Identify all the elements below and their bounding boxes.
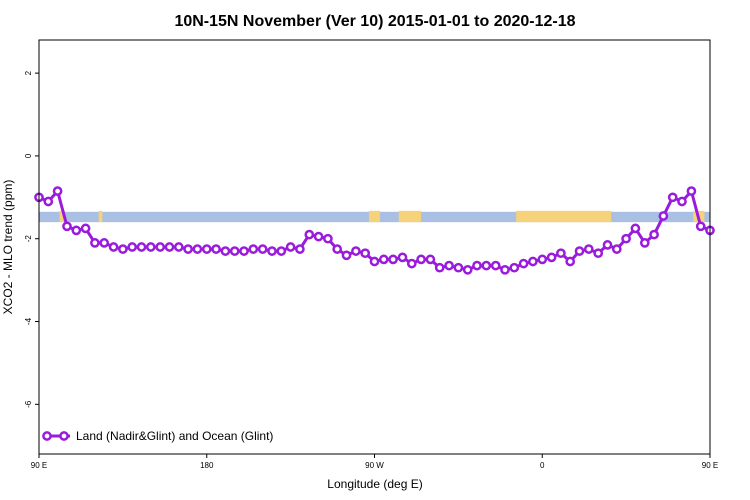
legend-marker bbox=[59, 431, 69, 441]
y-tick-label: 0 bbox=[24, 153, 33, 158]
data-point bbox=[686, 186, 697, 196]
data-point bbox=[434, 262, 445, 273]
data-point bbox=[351, 246, 361, 256]
data-point bbox=[192, 244, 203, 254]
data-point bbox=[537, 254, 548, 265]
y-tick-label: -2 bbox=[24, 235, 33, 243]
data-point bbox=[481, 260, 492, 271]
data-point bbox=[630, 223, 641, 234]
data-point bbox=[145, 242, 156, 252]
data-point bbox=[695, 221, 706, 232]
data-point bbox=[173, 242, 184, 252]
x-tick-label: 90 E bbox=[31, 461, 47, 470]
legend-marker bbox=[42, 431, 52, 441]
x-axis-label: Longitude (deg E) bbox=[327, 477, 422, 491]
data-point bbox=[155, 242, 166, 252]
data-point bbox=[416, 254, 426, 265]
y-axis-label: XCO2 - MLO trend (ppm) bbox=[1, 180, 15, 315]
data-point bbox=[80, 223, 91, 234]
data-point bbox=[211, 244, 221, 254]
data-point bbox=[323, 233, 333, 244]
data-point bbox=[574, 246, 585, 256]
land-segment bbox=[516, 210, 612, 223]
data-point bbox=[528, 256, 538, 267]
legend: Land (Nadir&Glint) and Ocean (Glint) bbox=[42, 429, 273, 443]
x-tick-label: 180 bbox=[200, 461, 214, 470]
series-layer bbox=[34, 186, 715, 275]
data-point bbox=[285, 242, 296, 252]
data-point bbox=[248, 244, 259, 254]
data-point bbox=[462, 264, 473, 275]
data-point bbox=[43, 196, 54, 207]
data-point bbox=[127, 242, 138, 252]
chart-title: 10N-15N November (Ver 10) 2015-01-01 to … bbox=[174, 13, 575, 30]
data-point bbox=[229, 246, 240, 256]
data-point bbox=[639, 238, 650, 248]
data-point bbox=[267, 246, 277, 256]
land-segment bbox=[59, 210, 66, 223]
data-point bbox=[99, 238, 110, 248]
land-segment bbox=[398, 210, 422, 223]
y-axis: 2 0 -2 -4 -6 bbox=[24, 70, 39, 408]
data-point bbox=[136, 242, 147, 252]
data-point bbox=[378, 254, 389, 265]
data-point bbox=[201, 244, 212, 254]
data-point bbox=[677, 196, 687, 207]
data-point bbox=[71, 225, 82, 236]
data-point bbox=[360, 248, 371, 259]
data-point bbox=[500, 264, 510, 275]
data-point bbox=[341, 250, 352, 261]
data-point bbox=[313, 231, 324, 242]
data-point bbox=[509, 262, 520, 273]
data-point bbox=[52, 186, 63, 196]
data-point bbox=[583, 244, 594, 254]
data-point bbox=[388, 254, 398, 265]
data-point bbox=[444, 260, 454, 271]
x-tick-label: 90 W bbox=[365, 461, 384, 470]
data-point bbox=[220, 246, 231, 256]
data-point bbox=[295, 244, 305, 254]
data-point bbox=[118, 244, 128, 254]
data-point bbox=[472, 260, 482, 271]
data-point bbox=[565, 256, 576, 267]
x-axis: 90 E 180 90 W 0 90 E bbox=[31, 454, 718, 470]
data-point bbox=[518, 258, 529, 269]
data-point bbox=[611, 244, 622, 254]
data-point bbox=[304, 229, 315, 240]
legend-label: Land (Nadir&Glint) and Ocean (Glint) bbox=[76, 429, 273, 443]
data-point bbox=[276, 246, 287, 256]
data-point bbox=[546, 252, 557, 263]
x-tick-label: 0 bbox=[540, 461, 545, 470]
data-point bbox=[649, 229, 659, 240]
data-point bbox=[369, 256, 380, 267]
data-point bbox=[490, 260, 501, 271]
y-tick-label: -6 bbox=[24, 400, 33, 408]
data-point bbox=[397, 252, 408, 263]
data-point bbox=[164, 242, 175, 252]
data-point bbox=[108, 242, 119, 252]
land-segment bbox=[368, 210, 381, 223]
data-point bbox=[602, 240, 613, 250]
y-tick-label: -4 bbox=[24, 317, 33, 325]
data-point bbox=[62, 221, 72, 232]
data-point bbox=[183, 244, 193, 254]
data-point bbox=[257, 244, 268, 254]
data-point bbox=[239, 246, 249, 256]
data-point bbox=[332, 244, 343, 254]
data-point bbox=[556, 248, 566, 259]
x-tick-label: 90 E bbox=[702, 461, 718, 470]
data-point bbox=[453, 262, 464, 273]
data-point bbox=[406, 258, 417, 269]
y-tick-label: 2 bbox=[24, 70, 33, 75]
land-ocean-band bbox=[39, 210, 710, 223]
data-point bbox=[593, 248, 604, 259]
data-point bbox=[425, 254, 436, 265]
data-point bbox=[667, 192, 678, 203]
data-point bbox=[90, 238, 100, 248]
land-segment bbox=[98, 210, 103, 223]
data-point bbox=[658, 211, 669, 221]
data-point bbox=[621, 233, 631, 244]
